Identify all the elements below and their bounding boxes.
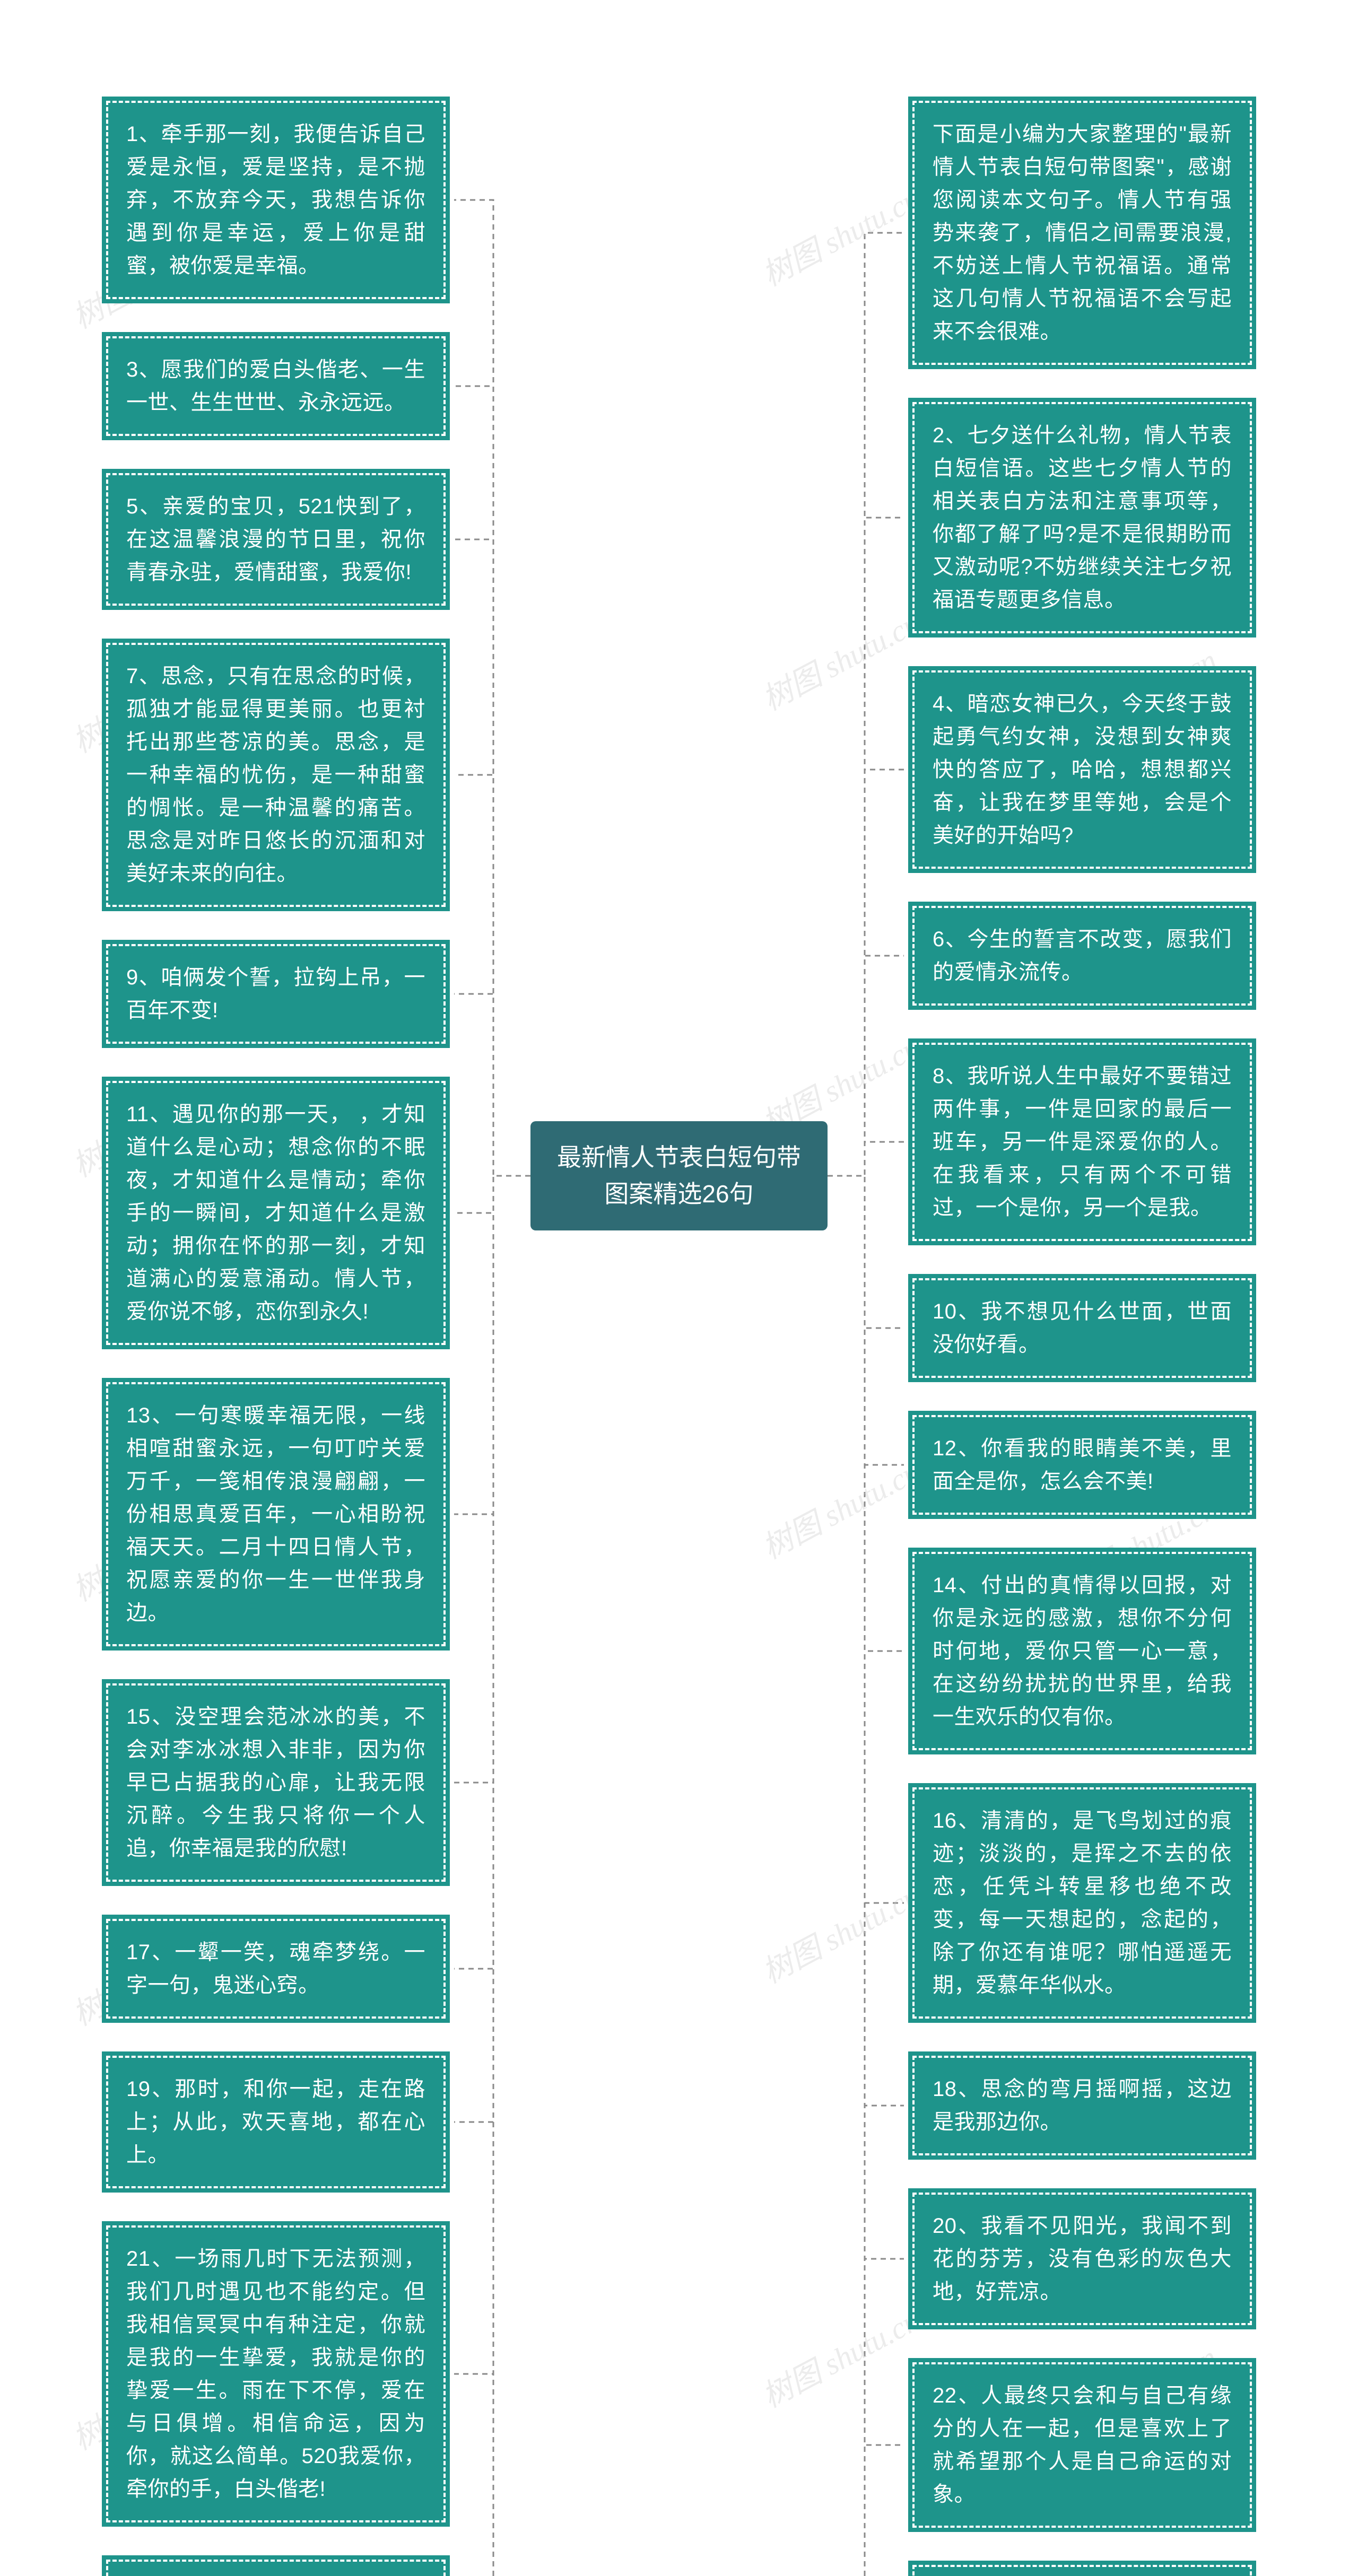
- branch-node-left: 11、遇见你的那一天， ，才知道什么是心动；想念你的不眠夜，才知道什么是情动；牵…: [106, 1081, 446, 1345]
- branch-node-right: 下面是小编为大家整理的"最新情人节表白短句带图案"，感谢您阅读本文句子。情人节有…: [912, 101, 1252, 365]
- branch-node-left: 19、那时，和你一起，走在路上；从此，欢天喜地，都在心上。: [106, 2056, 446, 2188]
- branch-node-left: 15、没空理会范冰冰的美，不会对李冰冰想入非非，因为你早已占据我的心扉，让我无限…: [106, 1683, 446, 1882]
- branch-node-right: 6、今生的誓言不改变，愿我们的爱情永流传。: [912, 906, 1252, 1006]
- watermark: 树图 shutu.cn: [753, 2296, 926, 2416]
- center-node: 最新情人节表白短句带图案精选26句: [530, 1121, 828, 1230]
- branch-node-left: 7、思念，只有在思念的时候，孤独才能显得更美丽。也更衬托出那些苍凉的美。思念，是…: [106, 643, 446, 907]
- branch-node-right: 2、七夕送什么礼物，情人节表白短信语。这些七夕情人节的相关表白方法和注意事项等，…: [912, 402, 1252, 633]
- branch-node-left: 3、愿我们的爱白头偕老、一生一世、生生世世、永永远远。: [106, 336, 446, 436]
- branch-node-left: 1、牵手那一刻，我便告诉自己爱是永恒，爱是坚持，是不抛弃，不放弃今天，我想告诉你…: [106, 101, 446, 299]
- branch-node-left: 17、一颦一笑，魂牵梦绕。一字一句，鬼迷心窍。: [106, 1919, 446, 2019]
- branch-node-right: 16、清清的，是飞鸟划过的痕迹；淡淡的，是挥之不去的依恋，任凭斗转星移也绝不改变…: [912, 1787, 1252, 2019]
- branch-node-right: 20、我看不见阳光，我闻不到花的芬芳，没有色彩的灰色大地，好荒凉。: [912, 2193, 1252, 2325]
- branch-node-right: 12、你看我的眼睛美不美，里面全是你，怎么会不美!: [912, 1415, 1252, 1515]
- branch-node-right: 4、暗恋女神已久，今天终于鼓起勇气约女神，没想到女神爽快的答应了，哈哈，想想都兴…: [912, 670, 1252, 869]
- watermark: 树图 shutu.cn: [753, 599, 926, 719]
- branch-node-right: 10、我不想见什么世面，世面没你好看。: [912, 1278, 1252, 1378]
- branch-node-right: 22、人最终只会和与自己有缘分的人在一起，但是喜欢上了就希望那个人是自己命运的对…: [912, 2362, 1252, 2528]
- watermark: 树图 shutu.cn: [753, 1447, 926, 1568]
- watermark: 树图 shutu.cn: [753, 1872, 926, 1992]
- mindmap-canvas: 树图 shutu.cn 树图 shutu.cn 树图 shutu.cn 树图 shut…: [0, 0, 1358, 2576]
- branch-node-left: 9、咱俩发个誓，拉钩上吊，一百年不变!: [106, 944, 446, 1044]
- branch-node-right: 24、我是浅淡的小花，缠系在你的枝头，吐露着我的芬芳。谢谢你给我的依靠。: [912, 2565, 1252, 2576]
- branch-node-right: 14、付出的真情得以回报，对你是永远的感激，想你不分何时何地，爱你只管一心一意，…: [912, 1552, 1252, 1750]
- branch-node-left: 21、一场雨几时下无法预测，我们几时遇见也不能约定。但我相信冥冥中有种注定，你就…: [106, 2225, 446, 2522]
- branch-node-left: 5、亲爱的宝贝，521快到了，在这温馨浪漫的节日里，祝你青春永驻，爱情甜蜜，我爱…: [106, 473, 446, 606]
- branch-node-right: 8、我听说人生中最好不要错过两件事，一件是回家的最后一班车，另一件是深爱你的人。…: [912, 1043, 1252, 1241]
- watermark: 树图 shutu.cn: [753, 174, 926, 295]
- branch-node-left: 13、一句寒暖幸福无限，一线相喧甜蜜永远，一句叮咛关爱万千，一笺相传浪漫翩翩，一…: [106, 1382, 446, 1646]
- branch-node-right: 18、思念的弯月摇啊摇，这边是我那边你。: [912, 2056, 1252, 2155]
- branch-node-left: 23、红尘中，遇到你是一种缘分;红尘中，有你是一种快乐;红尘中，遇到你是一种幸运…: [106, 2560, 446, 2576]
